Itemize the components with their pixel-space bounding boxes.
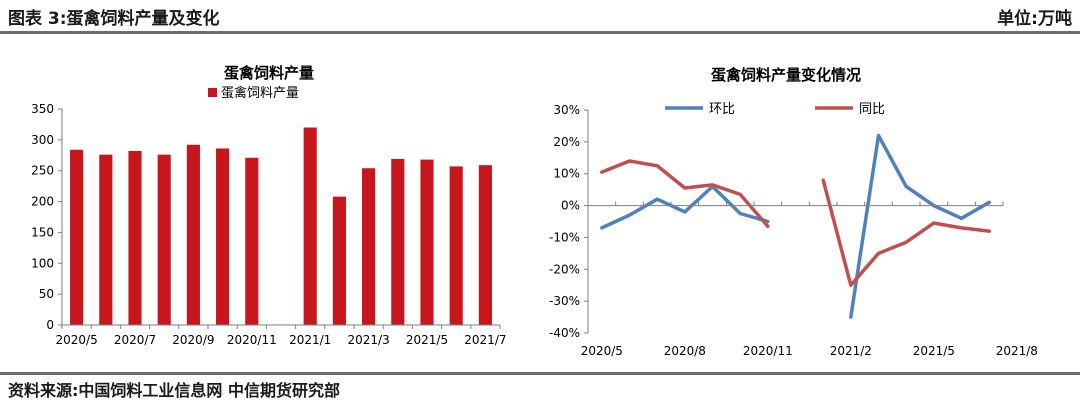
- bar: [128, 150, 142, 325]
- bar-x-tick-label: 2021/3: [347, 333, 389, 347]
- bar-y-tick-label: 150: [31, 225, 54, 239]
- bar-y-tick-label: 300: [31, 133, 54, 147]
- bar-x-tick-label: 2020/11: [227, 333, 277, 347]
- month-on-month-line: [600, 184, 770, 230]
- line-y-tick-label: -20%: [549, 262, 580, 276]
- line-y-tick-label: 10%: [553, 167, 580, 181]
- bar: [478, 165, 492, 325]
- bar: [186, 144, 200, 325]
- year-on-year-line: [600, 159, 770, 229]
- bar: [362, 168, 376, 325]
- bar-legend-swatch: [208, 88, 217, 97]
- line-y-tick-label: 20%: [553, 135, 580, 149]
- bar-x-tick-label: 2021/7: [464, 333, 506, 347]
- line-y-tick-label: -10%: [549, 230, 580, 244]
- line-chart-title: 蛋禽饲料产量变化情况: [711, 66, 861, 84]
- legend-mom-label: 环比: [709, 102, 735, 117]
- bar-x-tick-label: 2020/5: [55, 333, 97, 347]
- bar: [245, 157, 259, 325]
- line-x-tick-label: 2021/8: [996, 344, 1038, 358]
- line-y-tick-label: -30%: [549, 294, 580, 308]
- bar-x-tick-label: 2020/9: [172, 333, 214, 347]
- bar-y-tick-label: 0: [46, 318, 54, 332]
- bar: [99, 154, 113, 325]
- bar-x-tick-label: 2020/7: [114, 333, 156, 347]
- legend-yoy-label: 同比: [859, 102, 885, 117]
- line-x-tick-label: 2021/2: [830, 344, 872, 358]
- line-chart: 蛋禽饲料产量变化情况 环比 同比 -40% -30% -20% -10% 0% 10% 20…: [549, 66, 1038, 358]
- month-on-month-line: [849, 133, 991, 319]
- source-note: 资料来源:中国饲料工业信息网 中信期货研究部: [8, 381, 340, 400]
- bar-y-tick-label: 100: [31, 256, 54, 270]
- bar-x-tick-label: 2021/1: [289, 333, 331, 347]
- figure-title: 图表 3:蛋禽饲料产量及变化: [8, 9, 220, 29]
- bar-y-tick-label: 200: [31, 195, 54, 209]
- bar: [420, 159, 434, 325]
- line-y-tick-label: -40%: [549, 326, 580, 340]
- bar-y-tick-label: 50: [39, 287, 54, 301]
- bar-x-tick-label: 2021/5: [406, 333, 448, 347]
- unit-label: 单位:万吨: [997, 9, 1072, 29]
- header: 图表 3:蛋禽饲料产量及变化 单位:万吨: [0, 0, 1080, 30]
- line-y-tick-label: 30%: [553, 103, 580, 117]
- bar: [70, 149, 84, 325]
- bar-y-tick-label: 250: [31, 164, 54, 178]
- top-rule: [0, 31, 1080, 34]
- bar: [303, 127, 317, 325]
- bar-chart: 蛋禽饲料产量 蛋禽饲料产量 0 50 100 150 200 250 300 350 2020…: [31, 64, 506, 347]
- line-x-tick-label: 2021/5: [913, 344, 955, 358]
- line-x-tick-label: 2020/11: [743, 344, 793, 358]
- year-on-year-line: [821, 178, 991, 287]
- line-y-tick-label: 0%: [561, 199, 580, 213]
- bar: [157, 154, 171, 325]
- line-x-tick-label: 2020/8: [664, 344, 706, 358]
- bar: [449, 166, 463, 325]
- charts-canvas: 蛋禽饲料产量 蛋禽饲料产量 0 50 100 150 200 250 300 350 2020…: [31, 64, 1038, 358]
- bar-chart-title: 蛋禽饲料产量: [224, 64, 314, 82]
- bar: [391, 158, 405, 325]
- bar: [332, 196, 346, 325]
- bar-legend-label: 蛋禽饲料产量: [221, 85, 299, 101]
- bottom-rule: [0, 372, 1080, 375]
- bar-y-tick-label: 350: [31, 102, 54, 116]
- line-x-tick-label: 2020/5: [581, 344, 623, 358]
- bar: [216, 148, 230, 325]
